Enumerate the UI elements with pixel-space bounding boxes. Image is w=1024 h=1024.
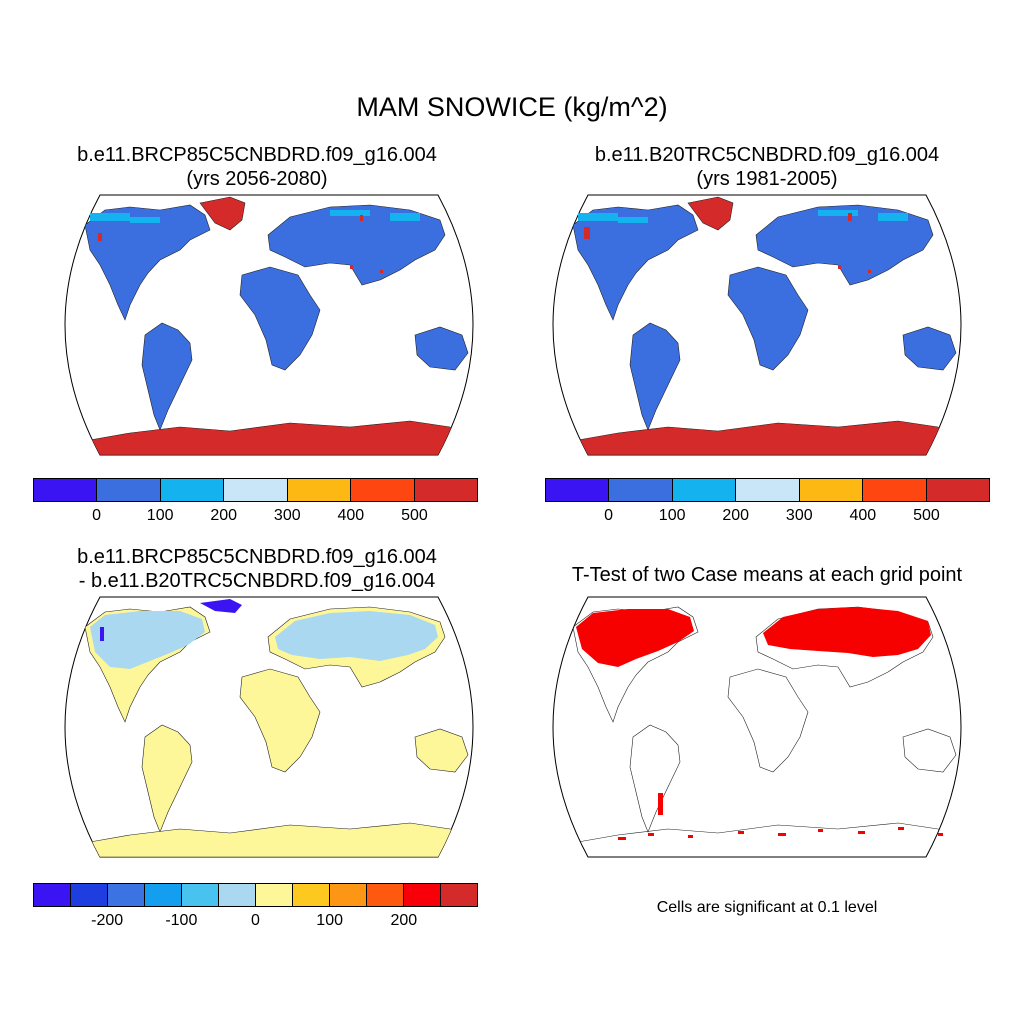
colorbar-difference [33, 883, 478, 907]
panel1-title-line2: (yrs 2056-2080) [186, 168, 328, 190]
colorbar-cell [926, 479, 989, 501]
colorbar-tick-label: 200 [390, 912, 418, 929]
colorbar-cell [34, 479, 98, 501]
colorbar-tick-label: 100 [316, 912, 344, 929]
colorbar-tick-label: 100 [146, 507, 174, 524]
colorbar-cell [863, 479, 927, 501]
map-land-outline [572, 606, 961, 843]
map-land [572, 196, 961, 455]
map-panel-future [64, 194, 474, 456]
colorbar-tick-label: 500 [401, 507, 428, 524]
significance-note: Cells are significant at 0.1 level [656, 899, 878, 916]
colorbar-cell [256, 884, 293, 906]
colorbar-cell [182, 884, 219, 906]
panel4-title-line1: T-Test of two Case means at each grid po… [571, 564, 963, 586]
panel2-title-line1: b.e11.B20TRC5CNBDRD.f09_g16.004 [594, 144, 940, 166]
map-land [84, 196, 473, 455]
colorbar-cell [34, 884, 71, 906]
colorbar-cell [736, 479, 800, 501]
panel1-title: b.e11.BRCP85C5CNBDRD.f09_g16.004 (yrs 20… [22, 143, 492, 191]
colorbar-cell [97, 479, 161, 501]
figure-title: MAM SNOWICE (kg/m^2) [356, 92, 668, 122]
colorbar-tick-label: 100 [658, 507, 686, 524]
colorbar-tick-label: 200 [722, 507, 750, 524]
colorbar-tick-label: 300 [273, 507, 301, 524]
colorbar-tick-label: -100 [165, 912, 198, 929]
map-panel-difference [64, 596, 474, 858]
colorbar-cell [367, 884, 404, 906]
panel2-title-line2: (yrs 1981-2005) [696, 168, 838, 190]
colorbar-cell [145, 884, 182, 906]
panel2-title: b.e11.B20TRC5CNBDRD.f09_g16.004 (yrs 198… [532, 143, 1002, 191]
colorbar-cell [609, 479, 673, 501]
panel1-title-line1: b.e11.BRCP85C5CNBDRD.f09_g16.004 [77, 144, 437, 166]
map-speckle-light [90, 210, 420, 223]
map-panel-historical [552, 194, 962, 456]
map-panel-ttest [552, 596, 962, 858]
panel3-title-line1: b.e11.BRCP85C5CNBDRD.f09_g16.004 [77, 546, 437, 568]
map-significant-antarctic [618, 827, 943, 840]
colorbar-cell [330, 884, 367, 906]
map-speckle-hot [584, 213, 871, 273]
colorbar-tick-label: 400 [849, 507, 877, 524]
colorbar-absolute-1 [33, 478, 478, 502]
map-significant-cells [576, 607, 931, 815]
colorbar-tick-label: -200 [91, 912, 124, 929]
colorbar-cell [224, 479, 288, 501]
colorbar-absolute-2 [545, 478, 990, 502]
map-frame [552, 596, 962, 858]
map-speckle-light [578, 210, 908, 223]
colorbar-cell [414, 479, 477, 501]
colorbar-tick-label: 0 [92, 507, 102, 524]
colorbar-cell [219, 884, 256, 906]
colorbar-tick-label: 200 [210, 507, 238, 524]
colorbar-cell [293, 884, 330, 906]
colorbar-tick-label: 400 [337, 507, 365, 524]
colorbar-cell [799, 479, 864, 501]
colorbar-tick-label: 0 [251, 912, 260, 929]
colorbar-tick-label: 500 [913, 507, 940, 524]
colorbar-cell [546, 479, 610, 501]
colorbar-cell [160, 479, 225, 501]
colorbar-cell [287, 479, 352, 501]
colorbar-cell [441, 884, 477, 906]
panel3-title-line2: - b.e11.B20TRC5CNBDRD.f09_g16.004 [78, 570, 436, 592]
colorbar-tick-label: 0 [604, 507, 614, 524]
colorbar-cell [672, 479, 737, 501]
map-speckle-hot [98, 215, 383, 273]
colorbar-tick-label: 300 [785, 507, 813, 524]
panel4-title: T-Test of two Case means at each grid po… [532, 563, 1002, 587]
colorbar-cell [71, 884, 108, 906]
colorbar-cell [351, 479, 415, 501]
colorbar-cell [404, 884, 441, 906]
panel3-title: b.e11.BRCP85C5CNBDRD.f09_g16.004 - b.e11… [22, 545, 492, 593]
colorbar-cell [108, 884, 145, 906]
map-negative-change [90, 611, 438, 669]
map-strong-negative [100, 599, 242, 641]
